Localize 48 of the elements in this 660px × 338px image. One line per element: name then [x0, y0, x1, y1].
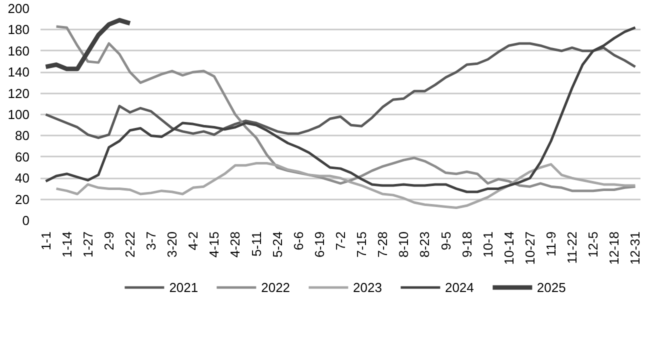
- x-tick-label: 1-27: [80, 231, 96, 258]
- y-tick-label: 120: [8, 86, 30, 101]
- x-tick-label: 7-28: [375, 231, 390, 258]
- x-tick-label: 7-15: [354, 231, 370, 258]
- y-tick-label: 160: [8, 43, 30, 58]
- y-tick-label: 180: [8, 22, 30, 38]
- line-series: [44, 18, 132, 72]
- y-tick-label: 200: [8, 1, 30, 16]
- x-tick-label: 9-18: [459, 231, 474, 258]
- x-tick-label: 12-31: [628, 232, 643, 265]
- x-tick-label: 5-24: [270, 231, 285, 258]
- line-series: [55, 162, 636, 210]
- legend-label: 2022: [261, 280, 290, 294]
- legend-label: 2023: [353, 280, 382, 294]
- line-series: [44, 42, 636, 140]
- x-tick-label: 11-22: [564, 231, 580, 264]
- legend-label: 2025: [536, 280, 566, 294]
- x-tick-label: 4-28: [228, 231, 243, 258]
- legend-label: 2021: [169, 280, 198, 294]
- x-tick-label: 7-2: [333, 231, 348, 250]
- x-tick-label: 4-15: [206, 231, 222, 258]
- legend-label: 2024: [444, 280, 474, 294]
- x-tick-label: 8-23: [417, 231, 432, 258]
- x-tick-label: 1-14: [59, 231, 74, 258]
- x-tick-label: 5-11: [248, 231, 264, 257]
- x-tick-label: 11-9: [544, 231, 559, 257]
- x-tick-label: 9-5: [438, 231, 454, 250]
- x-tick-label: 10-14: [501, 232, 516, 265]
- x-tick-label: 12-18: [606, 232, 622, 265]
- x-tick-label: 4-2: [186, 231, 201, 250]
- x-tick-label: 6-19: [312, 231, 327, 258]
- y-tick-label: 0: [22, 213, 30, 228]
- y-tick-label: 140: [8, 64, 30, 80]
- x-tick-label: 2-22: [122, 231, 138, 258]
- x-tick-label: 12-5: [586, 231, 601, 258]
- y-tick-label: 60: [15, 149, 30, 164]
- y-tick-label: 20: [15, 192, 30, 207]
- x-tick-label: 1-1: [38, 231, 54, 250]
- x-tick-label: 6-6: [290, 231, 306, 250]
- y-tick-label: 80: [15, 128, 30, 144]
- x-tick-label: 3-7: [144, 231, 159, 250]
- x-tick-label: 10-1: [480, 231, 496, 258]
- x-tick-label: 10-27: [522, 232, 538, 265]
- x-tick-label: 2-9: [101, 231, 116, 250]
- x-tick-label: 3-20: [164, 231, 180, 258]
- y-tick-label: 40: [15, 170, 30, 186]
- y-tick-label: 100: [8, 107, 30, 122]
- x-tick-label: 8-10: [396, 231, 412, 258]
